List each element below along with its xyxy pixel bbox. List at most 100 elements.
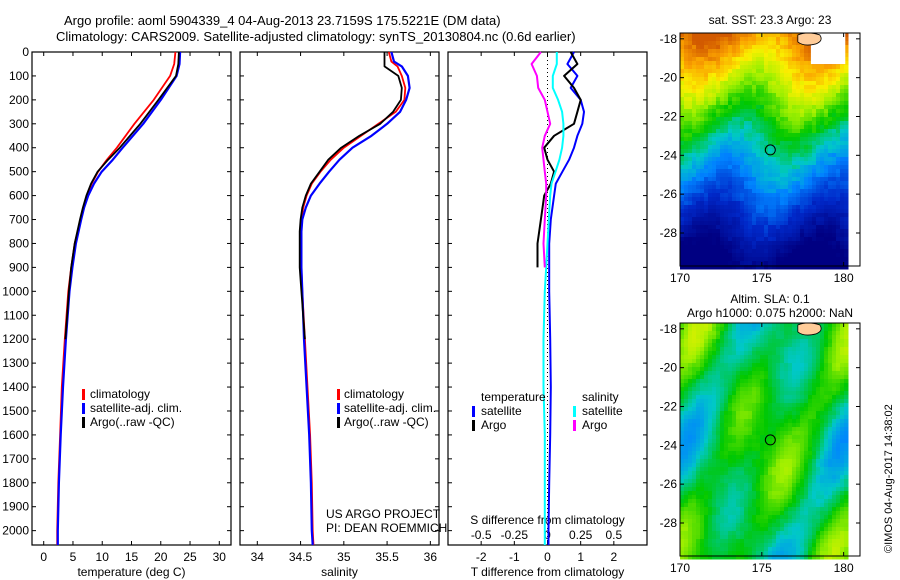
map-cell (788, 77, 793, 82)
map-cell (828, 89, 833, 94)
map-cell (736, 125, 741, 130)
map-cell (772, 387, 777, 392)
map-cell (724, 395, 729, 400)
map-cell (832, 225, 837, 230)
map-cell (736, 491, 741, 496)
map-cell (788, 495, 793, 500)
map-cell (772, 327, 777, 332)
map-cell (792, 237, 797, 242)
map-cell (844, 487, 849, 492)
map-cell (768, 491, 773, 496)
map-cell (700, 37, 705, 42)
map-cell (764, 331, 769, 336)
map-cell (680, 355, 685, 360)
map-cell (748, 391, 753, 396)
map-cell (780, 495, 785, 500)
map-cell (792, 443, 797, 448)
map-cell (772, 323, 777, 328)
map-cell (720, 503, 725, 508)
map-cell (736, 375, 741, 380)
map-cell (808, 379, 813, 384)
map-cell (816, 515, 821, 520)
map-cell (700, 209, 705, 214)
map-cell (720, 483, 725, 488)
map-cell (732, 125, 737, 130)
map-cell (736, 253, 741, 258)
map-cell (792, 503, 797, 508)
map-cell (736, 343, 741, 348)
map-cell (716, 519, 721, 524)
map-cell (804, 495, 809, 500)
map-cell (688, 527, 693, 532)
map-cell (732, 41, 737, 46)
map-cell (776, 335, 781, 340)
map-cell (748, 125, 753, 130)
map-cell (704, 81, 709, 86)
map-cell (808, 77, 813, 82)
map-cell (792, 65, 797, 70)
map-cell (752, 439, 757, 444)
map-cell (696, 439, 701, 444)
map-cell (736, 427, 741, 432)
map-cell (740, 519, 745, 524)
map-cell (744, 415, 749, 420)
map-cell (824, 515, 829, 520)
map-cell (784, 165, 789, 170)
map-cell (772, 261, 777, 266)
legend-label: Argo(..raw -QC) (90, 415, 175, 429)
map-cell (704, 363, 709, 368)
map-cell (756, 331, 761, 336)
map-cell (780, 257, 785, 262)
map-cell (736, 455, 741, 460)
map-cell (800, 209, 805, 214)
map-cell (724, 375, 729, 380)
map-cell (748, 45, 753, 50)
map-cell (764, 197, 769, 202)
map-cell (788, 511, 793, 516)
map-cell (768, 177, 773, 182)
map-cell (832, 419, 837, 424)
map-cell (728, 93, 733, 98)
map-cell (756, 455, 761, 460)
map-cell (824, 475, 829, 480)
map-cell (832, 105, 837, 110)
map-cell (736, 201, 741, 206)
map-cell (816, 245, 821, 250)
map-cell (796, 419, 801, 424)
map-cell (808, 515, 813, 520)
map-cell (816, 479, 821, 484)
map-cell (684, 181, 689, 186)
map-cell (764, 507, 769, 512)
map-cell (752, 53, 757, 58)
map-cell (808, 57, 813, 62)
map-cell (716, 201, 721, 206)
map-cell (768, 459, 773, 464)
map-cell (708, 387, 713, 392)
map-cell (696, 197, 701, 202)
map-cell (788, 435, 793, 440)
map-cell (808, 459, 813, 464)
map-cell (716, 459, 721, 464)
map-cell (700, 193, 705, 198)
map-cell (844, 41, 849, 46)
map-cell (768, 73, 773, 78)
map-cell (752, 177, 757, 182)
map-cell (688, 249, 693, 254)
map-cell (712, 53, 717, 58)
x-tick-label: 1 (577, 550, 584, 564)
map-cell (728, 367, 733, 372)
map-cell (792, 173, 797, 178)
map-cell (780, 53, 785, 58)
map-cell (736, 229, 741, 234)
map-cell (724, 419, 729, 424)
map-cell (792, 41, 797, 46)
map-cell (736, 61, 741, 66)
map-cell (720, 387, 725, 392)
map-cell (748, 339, 753, 344)
map-cell (768, 65, 773, 70)
map-cell (772, 249, 777, 254)
map-cell (724, 149, 729, 154)
map-cell (844, 153, 849, 158)
map-cell (816, 77, 821, 82)
map-cell (776, 153, 781, 158)
